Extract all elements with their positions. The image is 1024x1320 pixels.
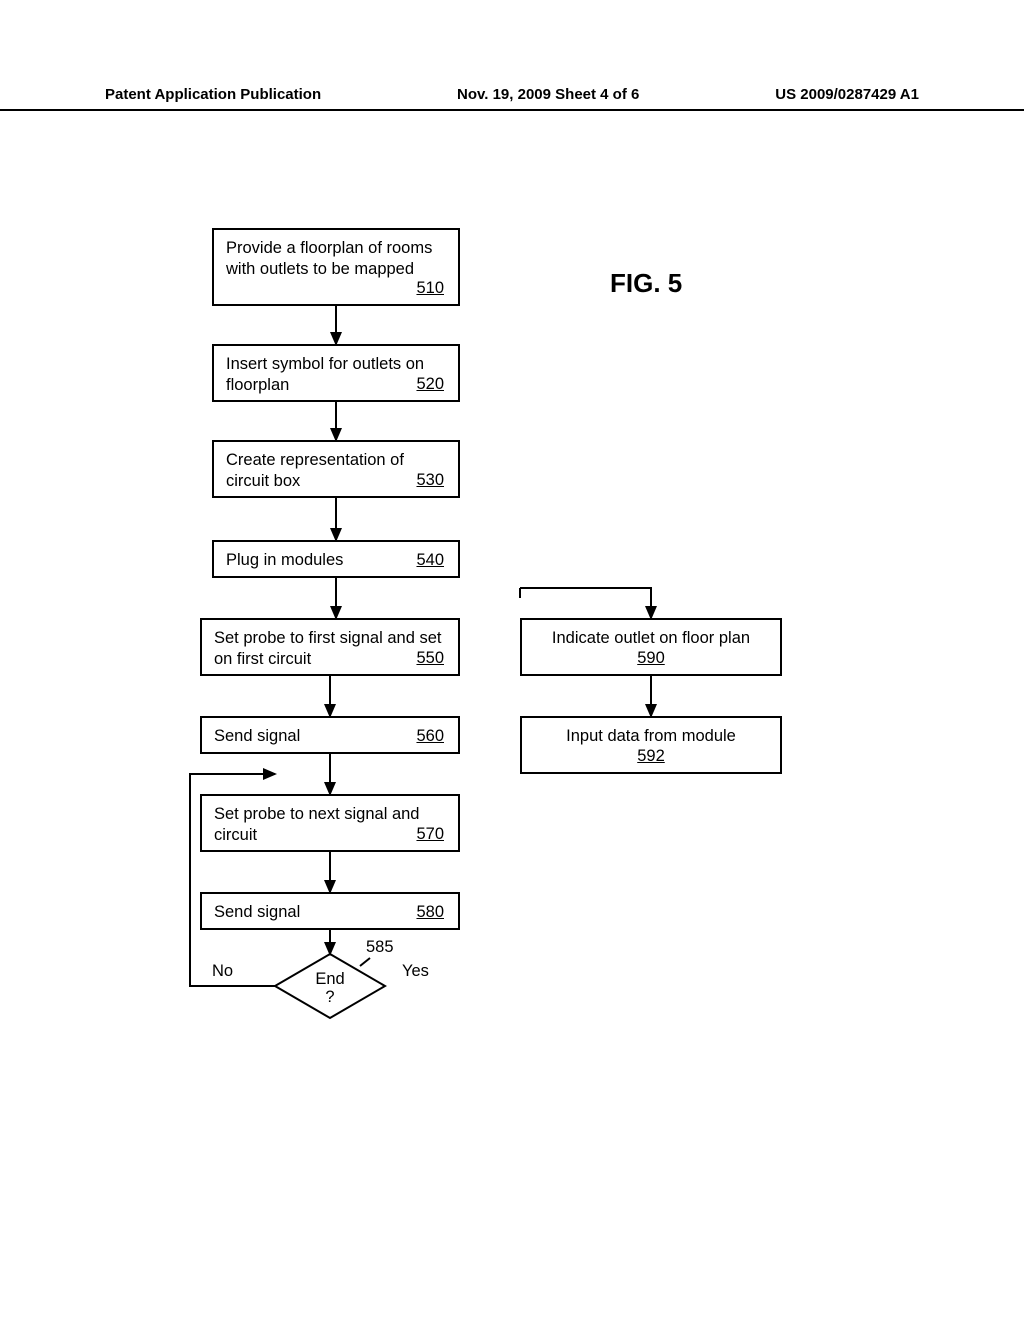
flow-box-590: Indicate outlet on floor plan590: [520, 618, 782, 676]
flow-box-592: Input data from module592: [520, 716, 782, 774]
flow-box-text: Send signal: [214, 903, 300, 921]
ref-number: 560: [416, 726, 444, 747]
flow-box-text: Provide a floorplan of rooms with outlet…: [226, 239, 432, 278]
flow-box-550: Set probe to first signal and set on fir…: [200, 618, 460, 676]
flow-box-580: Send signal 580: [200, 892, 460, 930]
ref-number: 540: [416, 550, 444, 571]
ref-number: 570: [416, 824, 444, 845]
flow-box-text: Input data from module: [566, 727, 736, 745]
arrow-layer: [0, 0, 1024, 1320]
decision-ref: 585: [366, 938, 394, 957]
ref-number: 580: [416, 902, 444, 923]
ref-number: 590: [522, 648, 780, 669]
flow-box-text: Insert symbol for outlets on floorplan: [226, 355, 424, 394]
decision-label: End?: [300, 970, 360, 1006]
flow-box-text: Indicate outlet on floor plan: [552, 629, 750, 647]
flow-box-text: Send signal: [214, 727, 300, 745]
flow-box-text: Set probe to first signal and set on fir…: [214, 629, 441, 668]
flow-box-text: Plug in modules: [226, 551, 343, 569]
ref-number: 510: [416, 278, 444, 299]
flow-box-510: Provide a floorplan of rooms with outlet…: [212, 228, 460, 306]
flow-box-570: Set probe to next signal and circuit570: [200, 794, 460, 852]
flow-box-540: Plug in modules 540: [212, 540, 460, 578]
flow-box-560: Send signal 560: [200, 716, 460, 754]
flow-box-520: Insert symbol for outlets on floorplan52…: [212, 344, 460, 402]
no-label: No: [212, 962, 233, 981]
flowchart-diagram: Provide a floorplan of rooms with outlet…: [0, 0, 1024, 1320]
flow-box-text: Set probe to next signal and circuit: [214, 805, 419, 844]
flow-box-530: Create representation of circuit box 530: [212, 440, 460, 498]
ref-number: 592: [522, 746, 780, 767]
ref-number: 520: [416, 374, 444, 395]
ref-number: 530: [416, 470, 444, 491]
ref-number: 550: [416, 648, 444, 669]
flow-box-text: Create representation of circuit box: [226, 451, 404, 490]
yes-label: Yes: [402, 962, 429, 981]
